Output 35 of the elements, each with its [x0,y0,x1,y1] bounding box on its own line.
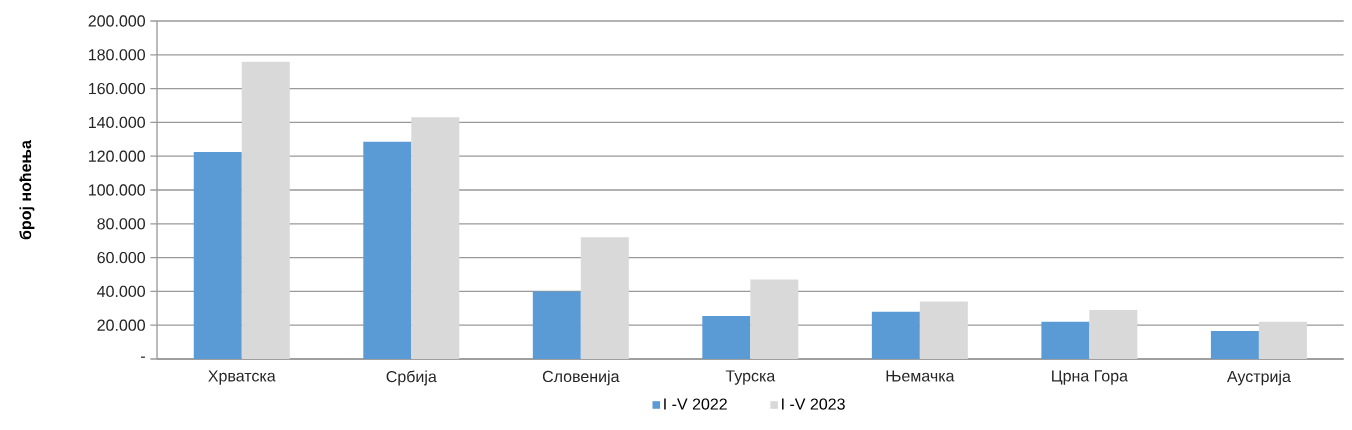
bar [363,141,412,359]
x-tick-label: Словенија [542,370,620,386]
y-tick-label: - [141,356,145,358]
y-tick-label: 80.000 [97,218,145,230]
x-tick-label: Србија [386,370,437,386]
bar [919,301,968,359]
bar [1210,331,1259,359]
bar [750,279,799,359]
y-tick-label: 100.000 [89,184,145,196]
y-tick-label: 200.000 [88,15,145,27]
y-tick-label: 120.000 [89,150,145,162]
y-tick-label: 20.000 [97,319,145,331]
bar [871,311,920,359]
y-tick-label: 140.000 [89,116,145,129]
legend-label: I -V 2023 [782,398,845,410]
y-tick-label: 180.000 [89,49,145,61]
bar [411,117,460,359]
x-tick-label: Турска [725,370,776,385]
x-tick-label: Аустрија [1226,370,1291,386]
y-tick-label: 160.000 [89,82,145,95]
x-tick-label: Њемачка [886,370,955,382]
bar [241,61,290,359]
bar [1089,309,1138,359]
bar [702,315,751,359]
y-tick-label: 40.000 [97,285,145,298]
x-tick-label: Хрватска [208,370,276,385]
y-tick-label: 60.000 [97,251,145,264]
bar [532,291,581,359]
x-tick-label: Црна Гора [1052,370,1128,385]
bar [1041,321,1090,359]
y-axis-title: број ноћења [19,140,35,240]
bar [193,151,242,359]
legend-label: I -V 2022 [664,398,727,410]
bar [1258,321,1307,359]
bar [580,237,629,359]
